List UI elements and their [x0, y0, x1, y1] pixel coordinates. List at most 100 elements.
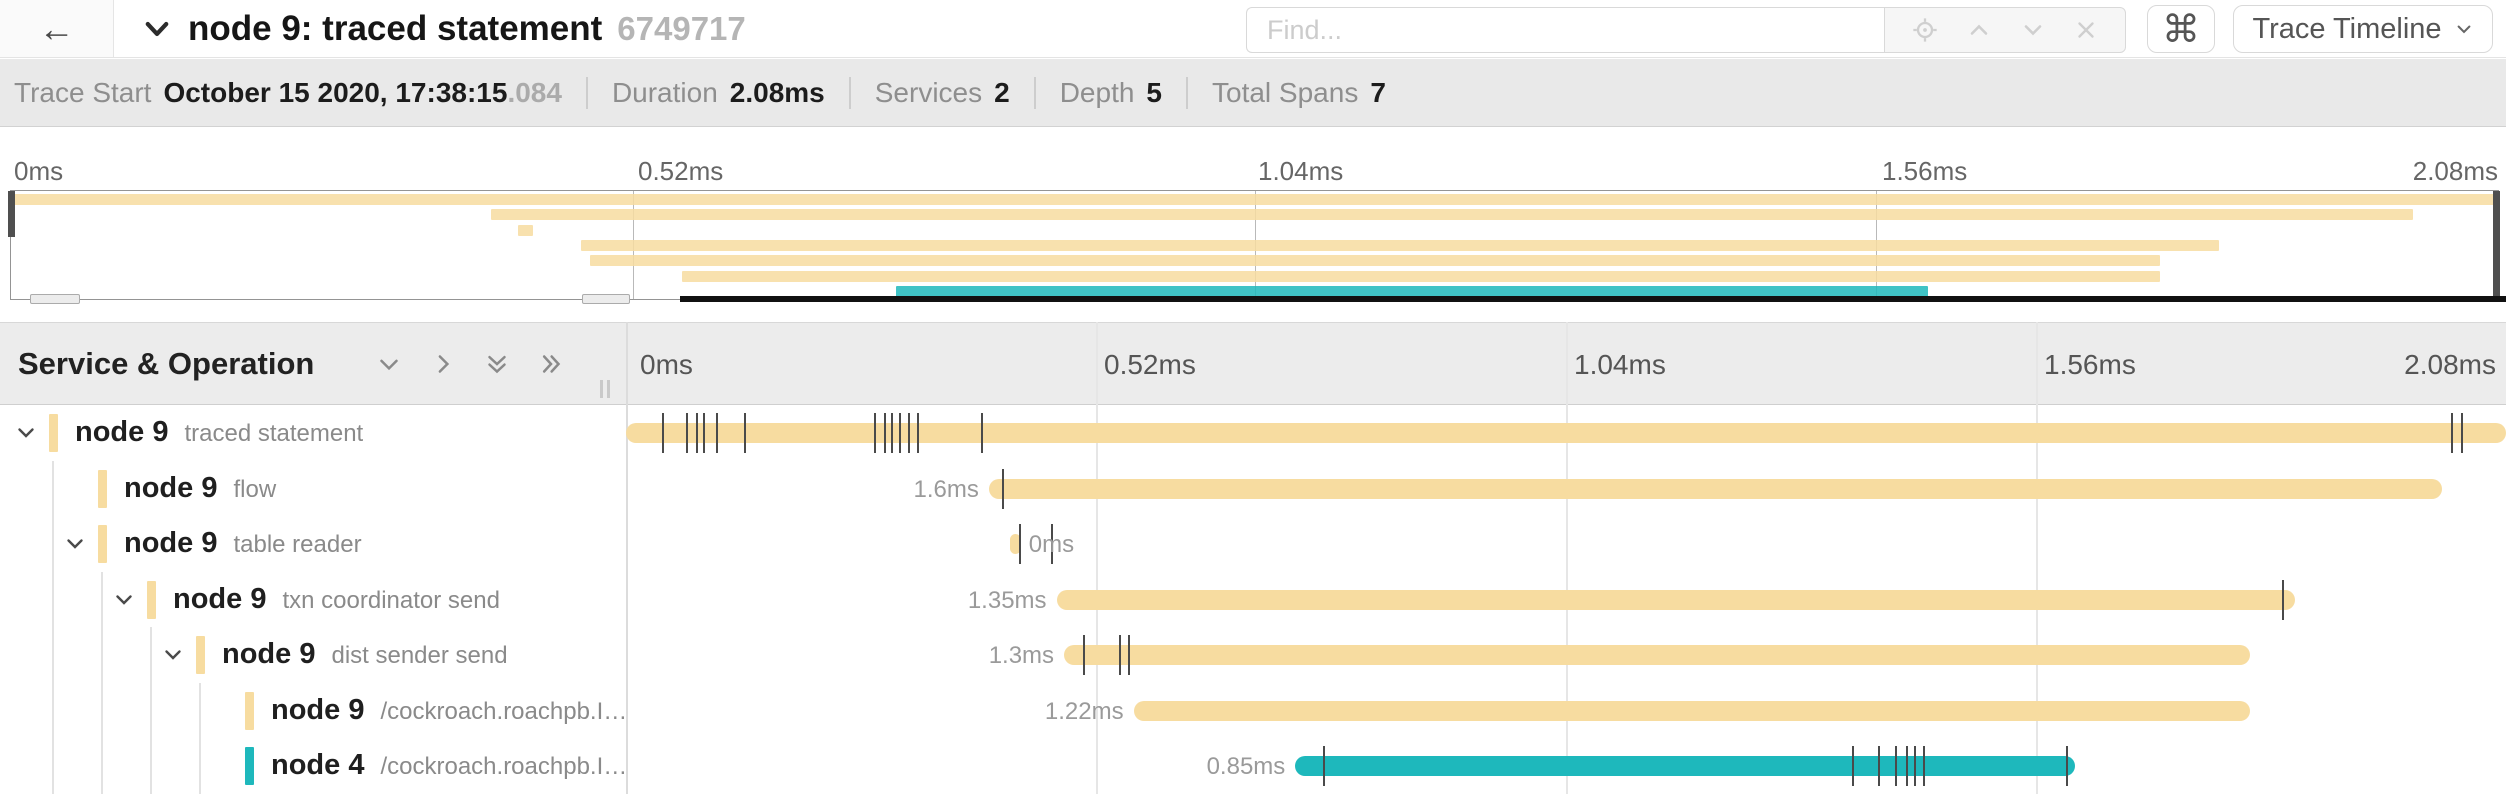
span-log-tick[interactable] — [1878, 746, 1881, 787]
keyboard-shortcuts-button[interactable]: ⌘ — [2147, 5, 2215, 53]
span-log-tick[interactable] — [1923, 746, 1926, 787]
minimap-canvas[interactable] — [10, 190, 2499, 300]
span-log-tick[interactable] — [703, 413, 706, 453]
span-log-tick[interactable] — [1851, 746, 1854, 787]
row-collapse-chevron-icon[interactable] — [63, 532, 87, 556]
service-color-bar — [196, 636, 205, 675]
back-button[interactable]: ← — [0, 0, 114, 57]
view-selector-dropdown[interactable]: Trace Timeline — [2233, 5, 2493, 53]
span-timeline-cell: 1.22ms — [626, 683, 2506, 739]
span-name-cell[interactable]: node 9 table reader — [0, 516, 626, 572]
span-duration-bar[interactable] — [1064, 645, 2251, 666]
summary-total-spans: Total Spans 7 — [1186, 76, 1386, 109]
span-name-cell[interactable]: node 9/cockroach.roachpb.I… — [0, 682, 626, 739]
minimap-span-bar — [490, 209, 2414, 221]
span-log-tick[interactable] — [898, 413, 901, 453]
span-log-tick[interactable] — [695, 413, 698, 453]
indent-guide — [199, 682, 201, 739]
minimap-scrubber[interactable] — [582, 294, 630, 304]
span-log-tick[interactable] — [1002, 468, 1004, 509]
minimap-span-bar — [590, 255, 2160, 267]
title-collapse-chevron-icon[interactable] — [140, 12, 174, 46]
minimap-tick: 1.56ms — [1882, 156, 1968, 186]
timeline-gridline — [2036, 322, 2038, 794]
span-duration-bar[interactable] — [1133, 700, 2251, 721]
find-input[interactable] — [1246, 7, 1884, 53]
row-collapse-chevron-icon[interactable] — [112, 588, 136, 612]
row-collapse-chevron-icon[interactable] — [161, 643, 185, 667]
indent-guide — [52, 627, 54, 683]
span-name-cell[interactable]: node 9 flow — [0, 460, 626, 517]
span-name-cell[interactable]: node 4/cockroach.roachpb.I… — [0, 738, 626, 794]
column-resize-handle[interactable] — [600, 380, 610, 398]
service-operation-header: Service & Operation — [0, 323, 626, 404]
span-log-tick[interactable] — [1082, 635, 1085, 676]
view-selector-label: Trace Timeline — [2252, 12, 2442, 45]
service-color-bar — [98, 469, 107, 508]
span-log-tick[interactable] — [1895, 746, 1897, 787]
minimap-left-drag-handle[interactable] — [8, 191, 15, 237]
timeline-header: Service & Operation 0ms 0.52ms 1.04ms 1.… — [0, 322, 2506, 405]
span-log-tick[interactable] — [744, 413, 747, 453]
span-log-tick[interactable] — [874, 413, 877, 453]
span-log-tick[interactable] — [2460, 413, 2463, 453]
span-log-tick[interactable] — [1118, 635, 1121, 676]
span-log-tick[interactable] — [716, 413, 719, 453]
span-name-cell[interactable]: node 9 traced statement — [0, 405, 626, 461]
span-log-tick[interactable] — [1018, 524, 1021, 565]
span-row: node 4/cockroach.roachpb.I… 0.85ms — [0, 738, 2506, 794]
find-prev-chevron-up-icon[interactable] — [1965, 16, 1993, 44]
indent-guide — [150, 682, 152, 739]
span-log-tick[interactable] — [1906, 746, 1909, 787]
span-log-tick[interactable] — [2282, 579, 2285, 620]
command-icon: ⌘ — [2162, 8, 2200, 51]
span-log-tick[interactable] — [908, 413, 910, 453]
minimap-time-axis: 0ms 0.52ms 1.04ms 1.56ms 2.08ms — [0, 152, 2506, 190]
span-log-tick[interactable] — [2066, 746, 2069, 787]
span-log-tick[interactable] — [2451, 413, 2454, 453]
expand-one-chevron-right-icon[interactable] — [428, 349, 458, 379]
trace-id: 6749717 — [617, 9, 746, 47]
span-log-tick[interactable] — [1127, 635, 1130, 676]
minimap-span-bar — [580, 239, 2220, 251]
collapse-all-double-chevron-down-icon[interactable] — [482, 349, 512, 379]
span-row: node 9 dist sender send 1.3ms — [0, 627, 2506, 683]
minimap-span-bar — [682, 270, 2160, 282]
find-clear-x-icon[interactable] — [2073, 17, 2099, 43]
span-log-tick[interactable] — [1323, 746, 1326, 787]
collapse-one-chevron-down-icon[interactable] — [374, 349, 404, 379]
span-duration-bar[interactable] — [626, 423, 2506, 443]
locate-target-icon[interactable] — [1911, 16, 1939, 44]
minimap-right-drag-handle[interactable] — [2493, 191, 2500, 299]
minimap-range-bar[interactable] — [680, 296, 2506, 302]
column-divider[interactable] — [626, 322, 628, 794]
span-log-tick[interactable] — [917, 413, 920, 453]
span-log-tick[interactable] — [891, 413, 894, 453]
axis-tick-label: 2.08ms — [2404, 349, 2496, 380]
span-name-cell[interactable]: node 9 txn coordinator send — [0, 571, 626, 628]
operation-name: table reader — [233, 531, 362, 559]
span-duration-bar[interactable] — [1295, 756, 2076, 777]
span-name-cell[interactable]: node 9 dist sender send — [0, 627, 626, 683]
indent-guide — [150, 627, 152, 683]
span-log-tick[interactable] — [1050, 524, 1053, 565]
indent-guide — [101, 738, 103, 794]
span-duration-bar[interactable] — [1056, 589, 2296, 610]
summary-duration: Duration 2.08ms — [585, 76, 825, 109]
span-log-tick[interactable] — [686, 413, 689, 453]
span-log-tick[interactable] — [981, 413, 984, 453]
summary-value-fraction: .084 — [507, 76, 562, 108]
expand-all-double-chevron-right-icon[interactable] — [536, 349, 566, 379]
span-log-tick[interactable] — [661, 413, 664, 453]
span-row: node 9 table reader 0ms — [0, 516, 2506, 572]
span-log-tick[interactable] — [1913, 746, 1916, 787]
span-log-tick[interactable] — [883, 413, 886, 453]
service-name: node 9/cockroach.roachpb.I… — [271, 693, 626, 726]
span-duration-bar[interactable] — [988, 478, 2443, 499]
row-collapse-chevron-icon[interactable] — [14, 421, 38, 445]
find-bar — [1246, 7, 2126, 53]
minimap-scrubber[interactable] — [30, 294, 80, 304]
span-duration-bar[interactable] — [1009, 534, 1021, 555]
find-next-chevron-down-icon[interactable] — [2019, 16, 2047, 44]
span-rows: node 9 traced statement node 9 flow 1.6ms nod… — [0, 405, 2506, 794]
